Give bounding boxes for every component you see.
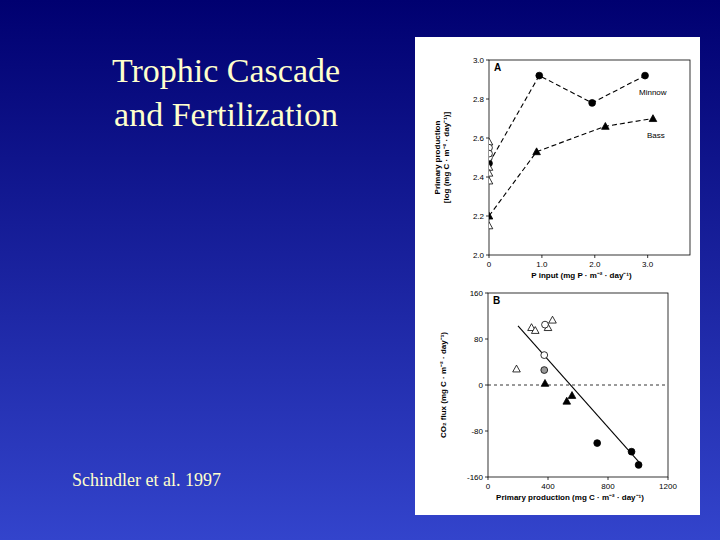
chart: 0 400 800 1200 -160 -80 0 80 160 Primary producti…	[439, 289, 677, 502]
series-line	[518, 326, 641, 465]
x-tick-label: 0	[486, 482, 491, 491]
x-tick-label: 0	[487, 260, 492, 269]
y-axis-title: CO₂ flux (mg C · m⁻² · day⁻¹)	[439, 332, 448, 438]
data-point	[628, 448, 635, 455]
data-point	[536, 72, 543, 79]
y-tick-label: 3.0	[473, 56, 485, 65]
x-axis-title: P input (mg P · m⁻² · day⁻¹)	[531, 271, 632, 280]
y-tick-label: 2.2	[473, 212, 485, 221]
x-axis-title: Primary production (mg C · m⁻² · day⁻¹)	[496, 493, 644, 502]
x-tick-label: 3.0	[642, 260, 654, 269]
series-label: Minnow	[639, 88, 667, 97]
y-tick	[485, 477, 488, 478]
x-tick-label: 800	[601, 482, 615, 491]
y-tick	[485, 431, 488, 432]
data-point	[541, 379, 549, 386]
plot-frame	[488, 293, 668, 477]
y-tick-label: 160	[470, 289, 484, 298]
x-tick	[548, 477, 549, 480]
y-tick	[486, 177, 489, 178]
y-axis-title: Primary production	[433, 120, 442, 194]
data-point	[549, 316, 557, 323]
y-tick	[485, 385, 488, 386]
data-point	[602, 123, 610, 130]
data-point	[568, 392, 576, 399]
series-line	[489, 76, 645, 164]
data-point	[635, 462, 642, 469]
citation: Schindler et al. 1997	[72, 470, 221, 490]
panel-label: A	[494, 62, 501, 73]
series-labels: Minnow Bass	[639, 88, 667, 140]
series-line	[489, 119, 653, 217]
x-tick-label: 1200	[659, 482, 677, 491]
y-tick-label: 0	[479, 381, 484, 390]
data-point	[489, 138, 493, 145]
x-tick-label: 2.0	[589, 260, 601, 269]
reference-line	[488, 385, 668, 386]
y-tick-label: -160	[467, 473, 484, 482]
slide-title: and Fertilization	[114, 96, 338, 133]
y-tick-label: 2.6	[473, 134, 485, 143]
x-tick	[647, 255, 648, 258]
series-label: Bass	[647, 131, 665, 140]
y-tick-label: 2.0	[473, 251, 485, 260]
data-point	[489, 222, 493, 229]
y-tick-label: 2.4	[473, 173, 485, 182]
y-tick	[485, 339, 488, 340]
data-point	[649, 115, 657, 122]
chart: 0 1.0 2.0 3.0 2.0 2.2 2.4 2.6 2.8 3.0 P input (mg …	[433, 56, 690, 280]
data-point	[594, 440, 601, 447]
data-point	[489, 163, 493, 170]
data-point	[542, 321, 549, 328]
y-tick	[486, 216, 489, 217]
x-tick-label: 400	[541, 482, 555, 491]
data-point	[531, 327, 539, 334]
data-point	[489, 169, 493, 176]
panel-label: B	[493, 295, 500, 306]
y-tick	[486, 60, 489, 61]
data-point	[489, 212, 493, 219]
y-axis-title: [log (mg C · m⁻² · day⁻¹)]	[442, 112, 451, 204]
y-tick	[485, 293, 488, 294]
x-tick	[541, 255, 542, 258]
y-tick	[486, 99, 489, 100]
y-tick	[486, 255, 489, 256]
x-tick	[594, 255, 595, 258]
data-area	[489, 72, 657, 229]
plot-frame	[489, 60, 690, 255]
y-tick-label: -80	[471, 427, 483, 436]
x-tick	[489, 255, 490, 258]
data-area	[488, 316, 668, 468]
data-point	[513, 365, 521, 372]
data-point	[541, 352, 548, 359]
figure-panel	[415, 37, 700, 515]
slide-title: Trophic Cascade	[112, 52, 340, 89]
data-point	[541, 367, 548, 374]
x-tick	[488, 477, 489, 480]
slide: Trophic Cascade and Fertilization Schindle…	[0, 0, 720, 540]
data-point	[533, 148, 541, 155]
data-point	[489, 177, 493, 184]
background	[0, 0, 720, 540]
data-point	[589, 100, 596, 107]
y-tick-label: 80	[474, 335, 483, 344]
x-tick	[668, 477, 669, 480]
data-point	[642, 72, 649, 79]
x-tick-label: 1.0	[536, 260, 548, 269]
y-tick	[486, 138, 489, 139]
data-point	[489, 150, 492, 157]
y-tick-label: 2.8	[473, 95, 485, 104]
x-tick	[608, 477, 609, 480]
